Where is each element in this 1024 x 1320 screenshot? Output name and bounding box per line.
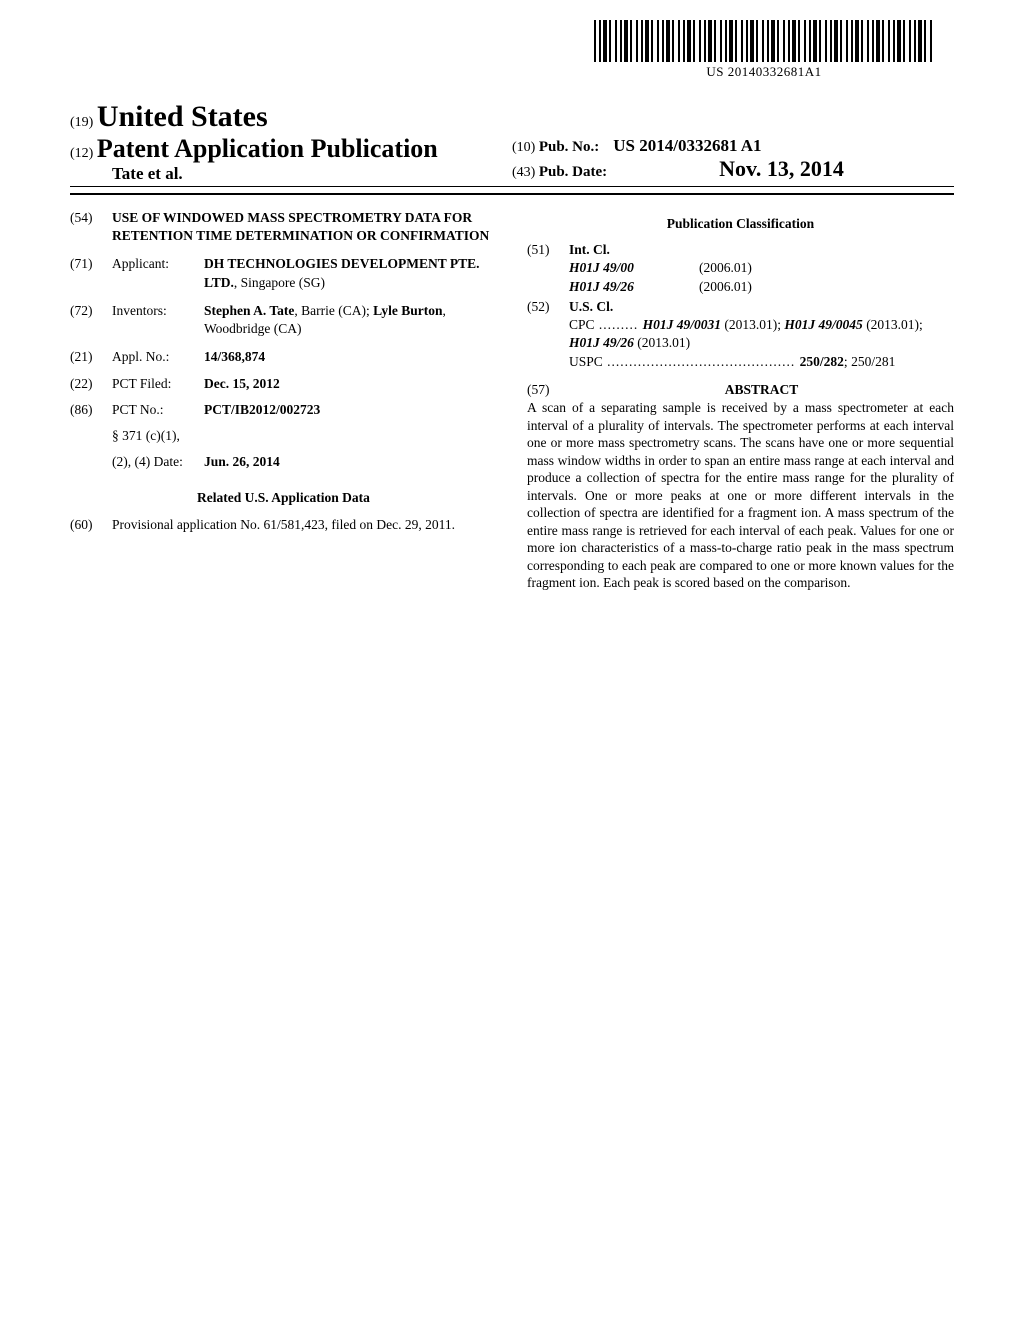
pub-no-label: Pub. No.: [539,139,599,155]
inventors-code: (72) [70,302,112,338]
authority: United States [97,100,268,133]
inventors-label: Inventors: [112,302,204,338]
uscl-code: (52) [527,298,569,316]
s371-date-label: (2), (4) Date: [112,453,204,471]
cpc-2: H01J 49/0045 [784,317,862,332]
authors: Tate et al. [70,164,512,184]
pct-filed-label: PCT Filed: [112,375,204,393]
cpc-3-ver: (2013.01) [634,335,690,350]
provisional-text: Provisional application No. 61/581,423, … [112,516,497,534]
inventor-1: Stephen A. Tate [204,303,294,318]
appl-code: (21) [70,348,112,366]
provisional-code: (60) [70,516,112,534]
s371-label: § 371 (c)(1), [112,427,497,445]
cpc-3: H01J 49/26 [569,335,634,350]
intcl-code: (51) [527,241,569,259]
s371-date: Jun. 26, 2014 [204,453,497,471]
pct-no-label: PCT No.: [112,401,204,419]
appl-label: Appl. No.: [112,348,204,366]
applicant-code: (71) [70,255,112,291]
cpc-1: H01J 49/0031 [643,317,721,332]
pub-no: US 2014/0332681 A1 [613,136,761,155]
intcl-2-sym: H01J 49/26 [569,278,699,296]
abstract-text: A scan of a separating sample is receive… [527,399,954,592]
barcode-block: US 20140332681A1 [594,20,934,80]
inventor-1-loc: , Barrie (CA); [294,303,373,318]
abstract-code: (57) [527,381,569,399]
cpc-dots: ......... [595,317,643,332]
uspc-label: USPC [569,354,603,369]
uspc-2: 250/281 [851,354,895,369]
inventor-2: Lyle Burton [373,303,442,318]
title-code: (54) [70,209,112,245]
pct-filed-code: (22) [70,375,112,393]
pct-no-code: (86) [70,401,112,419]
related-header: Related U.S. Application Data [70,489,497,507]
applicant-loc: , Singapore (SG) [234,275,325,290]
barcode-number: US 20140332681A1 [594,64,934,80]
uscl-label: U.S. Cl. [569,298,613,316]
pub-date-label: Pub. Date: [539,164,607,180]
classification-header: Publication Classification [527,215,954,233]
applicant-label: Applicant: [112,255,204,291]
cpc-1-ver: (2013.01); [721,317,784,332]
uspc-sep: ; [844,354,851,369]
pub-no-prefix: (10) [512,140,535,155]
pct-filed: Dec. 15, 2012 [204,375,497,393]
biblio-left: (54) USE OF WINDOWED MASS SPECTROMETRY D… [70,209,497,592]
authority-prefix: (19) [70,115,93,130]
biblio-right: Publication Classification (51) Int. Cl.… [527,209,954,592]
pct-no: PCT/IB2012/002723 [204,401,497,419]
uspc-dots: ........................................… [603,354,800,369]
intcl-2-ver: (2006.01) [699,278,752,296]
uspc-1: 250/282 [800,354,844,369]
appl-no: 14/368,874 [204,348,497,366]
abstract-label: ABSTRACT [569,381,954,399]
intcl-1-sym: H01J 49/00 [569,259,699,277]
pub-date-prefix: (43) [512,165,535,180]
invention-title: USE OF WINDOWED MASS SPECTROMETRY DATA F… [112,209,497,245]
header: (19) United States (12) Patent Applicati… [70,100,954,184]
intcl-label: Int. Cl. [569,241,610,259]
barcode [594,20,934,62]
cpc-label: CPC [569,317,595,332]
cpc-2-ver: (2013.01); [863,317,923,332]
intcl-1-ver: (2006.01) [699,259,752,277]
pub-date: Nov. 13, 2014 [719,156,844,181]
doc-type: Patent Application Publication [97,134,438,163]
doc-type-prefix: (12) [70,146,93,161]
